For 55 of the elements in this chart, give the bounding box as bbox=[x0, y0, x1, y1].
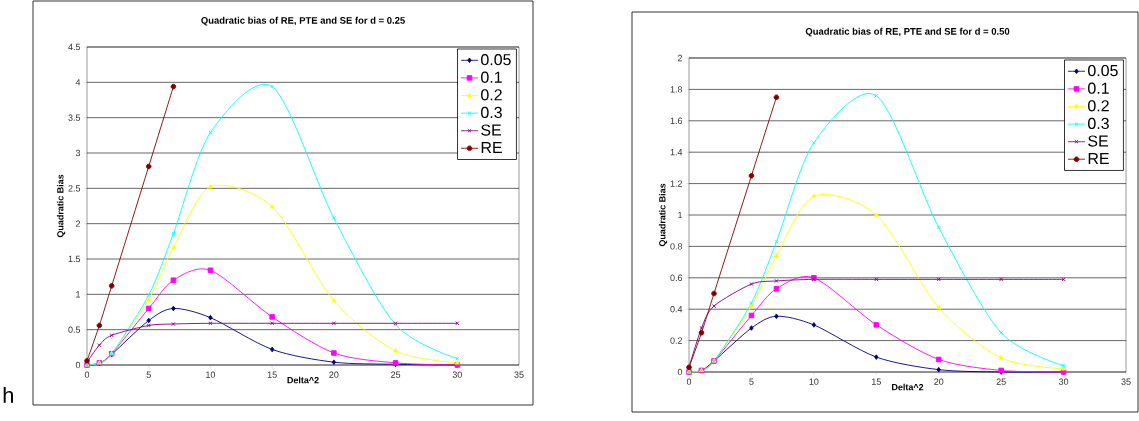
y-tick-label: 1 bbox=[678, 211, 683, 219]
legend-label: SE bbox=[1088, 135, 1108, 147]
y-tick-label: 2 bbox=[75, 220, 81, 227]
x-tick-label: 0 bbox=[84, 371, 90, 378]
y-tick-label: 0.6 bbox=[670, 274, 683, 281]
x-tick-label: 30 bbox=[452, 371, 462, 378]
legend-label: SE bbox=[481, 124, 502, 136]
x-tick-label: 35 bbox=[1121, 378, 1131, 385]
y-tick-label: 0.4 bbox=[670, 306, 683, 313]
y-tick-label: 4 bbox=[75, 79, 81, 86]
x-tick-label: 15 bbox=[267, 371, 277, 378]
y-tick-label: 3.5 bbox=[68, 114, 81, 121]
y-tick-label: 0.5 bbox=[68, 326, 81, 333]
legend-label: 0.1 bbox=[1088, 82, 1109, 94]
x-tick-label: 25 bbox=[996, 378, 1006, 385]
x-axis-title: Delta^2 bbox=[287, 376, 319, 384]
x-axis-title: Delta^2 bbox=[892, 383, 924, 391]
x-tick-label: 20 bbox=[329, 371, 339, 378]
legend-label: 0.05 bbox=[1088, 64, 1118, 77]
x-tick-label: 30 bbox=[1058, 378, 1069, 385]
chart-title: Quadratic bias of RE, PTE and SE for d = 0.25 bbox=[201, 16, 405, 26]
y-tick-label: 1 bbox=[76, 291, 81, 298]
y-axis-title: Quadratic Bias bbox=[658, 183, 668, 247]
x-tick-label: 25 bbox=[391, 371, 401, 378]
y-tick-label: 0 bbox=[75, 361, 81, 369]
x-tick-label: 5 bbox=[749, 378, 754, 385]
legend-label: 0.3 bbox=[481, 106, 502, 119]
y-tick-label: 1.4 bbox=[670, 149, 683, 156]
y-tick-label: 2 bbox=[677, 54, 683, 62]
x-tick-label: 15 bbox=[872, 378, 881, 385]
legend-label: 0.2 bbox=[1088, 100, 1109, 112]
y-tick-label: 1.5 bbox=[68, 255, 81, 263]
y-tick-label: 1.6 bbox=[670, 117, 683, 124]
y-tick-label: 4.5 bbox=[68, 43, 81, 51]
y-tick-label: 1.8 bbox=[670, 86, 683, 93]
y-axis-title: Quadratic Bias bbox=[56, 174, 66, 238]
y-tick-label: 1.2 bbox=[670, 180, 683, 187]
y-tick-label: 0.8 bbox=[670, 243, 683, 250]
y-tick-label: 0.2 bbox=[670, 337, 683, 344]
y-tick-label: 3 bbox=[75, 149, 81, 157]
x-tick-label: 10 bbox=[206, 371, 216, 378]
legend-label: RE bbox=[1088, 153, 1109, 164]
x-tick-label: 20 bbox=[934, 378, 944, 385]
legend-label: 0.2 bbox=[481, 89, 502, 101]
text: h bbox=[3, 386, 13, 403]
x-tick-label: 0 bbox=[686, 378, 692, 385]
legend-label: 0.05 bbox=[481, 53, 511, 66]
chart-title: Quadratic bias of RE, PTE and SE for d = 0.50 bbox=[805, 27, 1010, 37]
x-tick-label: 35 bbox=[514, 371, 524, 378]
legend-label: 0.1 bbox=[481, 71, 502, 83]
x-tick-label: 10 bbox=[809, 378, 819, 385]
y-tick-label: 2.5 bbox=[68, 185, 81, 192]
legend-label: 0.3 bbox=[1088, 117, 1109, 130]
x-tick-label: 5 bbox=[146, 371, 151, 378]
legend-label: RE bbox=[481, 142, 502, 153]
